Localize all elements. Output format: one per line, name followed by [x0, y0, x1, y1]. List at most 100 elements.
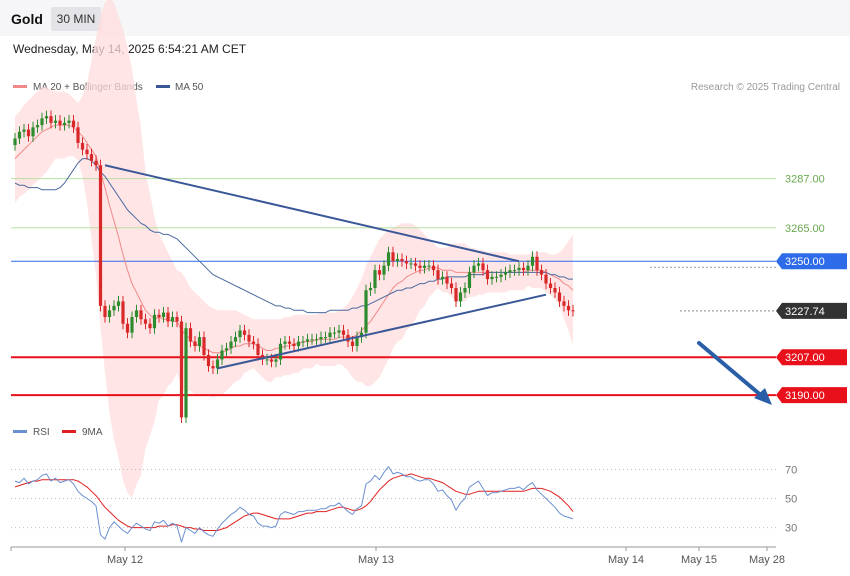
candle-body-48 — [229, 341, 233, 349]
candle-body-2 — [22, 129, 26, 132]
candle-body-92 — [427, 265, 431, 267]
candle-body-31 — [152, 314, 157, 329]
level-tag-3 — [776, 302, 847, 319]
candle-body-52 — [247, 334, 251, 342]
candle-body-71 — [332, 332, 337, 334]
candle-body-101 — [467, 272, 472, 289]
candle-body-112 — [517, 267, 521, 271]
forecast-arrow — [697, 341, 772, 405]
forecast-arrow-head — [754, 388, 772, 405]
candle-body-94 — [436, 270, 440, 280]
level-label-5: 3190.00 — [785, 390, 825, 402]
copyright: Research © 2025 Trading Central — [691, 82, 840, 93]
candle-body-103 — [476, 263, 481, 266]
candle-body-90 — [418, 265, 422, 268]
level-label-4: 3207.00 — [785, 352, 825, 364]
candle-body-95 — [440, 276, 445, 280]
candle-body-21 — [107, 310, 112, 318]
candle-body-38 — [184, 328, 188, 418]
candle-body-44 — [211, 366, 215, 369]
candle-body-119 — [548, 283, 553, 289]
candle-body-61 — [287, 341, 292, 344]
candle-body-64 — [301, 341, 305, 343]
candle-body-107 — [494, 276, 499, 278]
bollinger-band-fill — [15, 0, 573, 498]
candle-body-109 — [503, 272, 508, 275]
candle-body-117 — [539, 270, 544, 275]
candle-body-6 — [40, 118, 44, 126]
candle-body-45 — [215, 359, 220, 369]
candle-body-28 — [139, 310, 143, 320]
candle-body-9 — [53, 120, 58, 123]
rsi-ma-line — [14, 473, 574, 531]
datetime-label: Wednesday, May 14, 2025 6:54:21 AM CET — [13, 42, 247, 56]
candle-body-11 — [62, 122, 67, 126]
candle-body-55 — [260, 354, 265, 360]
timeframe-button[interactable]: 30 MIN — [51, 7, 101, 31]
candle-body-51 — [242, 330, 247, 335]
header-bar: Gold 30 MIN — [0, 0, 850, 36]
candle-body-65 — [305, 339, 310, 342]
legend-swatch-rsi — [13, 430, 27, 433]
bollinger-band-area — [15, 0, 573, 498]
x-tick-label-1: May 13 — [358, 554, 394, 566]
candle-body-102 — [472, 265, 476, 273]
candle-body-8 — [49, 116, 53, 123]
candle-body-33 — [161, 312, 166, 318]
candle-body-113 — [521, 267, 526, 271]
candle-body-72 — [337, 330, 341, 333]
x-axis-ticks: May 12 May 13 May 14 May 15 May 28 — [10, 547, 785, 566]
candle-body-16 — [85, 149, 89, 155]
candle-body-3 — [26, 129, 31, 137]
candle-body-29 — [143, 319, 148, 324]
candle-body-24 — [121, 301, 125, 324]
candle-body-98 — [454, 288, 458, 302]
candle-body-116 — [535, 256, 539, 271]
forecast-arrow-shaft — [697, 341, 765, 399]
instrument-title: Gold — [11, 11, 43, 27]
candle-body-27 — [134, 310, 139, 318]
candle-body-37 — [179, 321, 184, 418]
candle-body-34 — [166, 312, 170, 322]
candle-body-19 — [98, 165, 103, 306]
legend-ma50: MA 50 — [175, 82, 204, 93]
candle-body-7 — [44, 116, 49, 119]
candle-body-22 — [112, 305, 116, 311]
rsi-tick-1: 50 — [785, 494, 797, 506]
candle-body-82 — [382, 265, 386, 275]
candle-body-89 — [413, 263, 418, 266]
candle-body-25 — [125, 323, 130, 333]
candle-body-35 — [170, 317, 175, 322]
candle-body-97 — [449, 283, 454, 289]
candle-body-115 — [530, 256, 535, 266]
candle-body-122 — [562, 301, 566, 306]
candle-body-73 — [341, 330, 346, 335]
candle-body-66 — [310, 339, 314, 341]
candle-body-47 — [224, 348, 229, 351]
legend-rsi: RSI — [33, 427, 50, 438]
candle-body-18 — [94, 160, 98, 166]
legend-9ma: 9MA — [82, 427, 103, 438]
candle-body-110 — [508, 270, 512, 273]
rsi-lines — [14, 466, 574, 543]
candle-body-120 — [553, 288, 557, 293]
candle-body-53 — [251, 341, 256, 344]
candle-body-111 — [512, 270, 517, 272]
candle-body-108 — [499, 274, 503, 277]
x-tick-label-4: May 28 — [749, 554, 785, 566]
level-label-0: 3287.00 — [785, 174, 825, 186]
candle-body-62 — [292, 343, 296, 347]
candle-body-13 — [71, 120, 76, 128]
trendline-1 — [217, 293, 547, 370]
candle-body-59 — [278, 343, 283, 360]
candle-body-123 — [566, 305, 571, 311]
candle-body-106 — [490, 276, 494, 280]
candle-body-49 — [233, 337, 238, 342]
candle-body-79 — [368, 288, 373, 291]
candle-body-77 — [359, 332, 364, 338]
candle-body-39 — [188, 328, 193, 342]
legend-swatch-ma20 — [13, 85, 27, 88]
x-tick-label-0: May 12 — [107, 554, 143, 566]
candle-body-124 — [571, 310, 575, 312]
